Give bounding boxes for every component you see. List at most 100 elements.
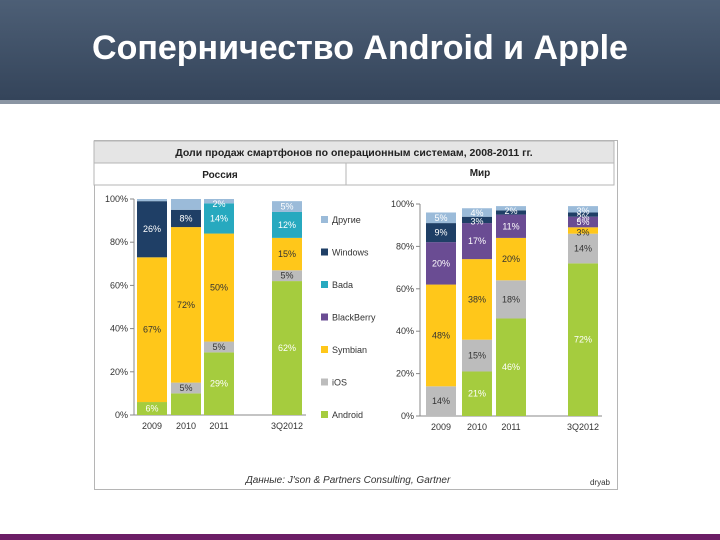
bar-segment-ios <box>171 382 201 394</box>
y-tick-label: 0% <box>115 410 128 420</box>
y-tick-label: 80% <box>396 241 414 251</box>
bar-segment-bada <box>272 211 302 238</box>
bar-segment-symbian <box>462 259 492 340</box>
bar-segment-windows <box>462 216 492 224</box>
data-label: 5% <box>280 202 293 212</box>
data-label: 38% <box>468 294 486 304</box>
data-label: 14% <box>210 213 228 223</box>
data-label: 2% <box>504 206 517 216</box>
header-divider <box>0 100 720 104</box>
bar-segment-symbian <box>496 237 526 281</box>
bar-segment-windows <box>171 209 201 228</box>
table-title: Доли продаж смартфонов по операционным с… <box>175 147 532 159</box>
bar-segment-blackberry <box>462 223 492 260</box>
data-label: 14% <box>432 396 450 406</box>
data-label: 5% <box>576 217 589 227</box>
data-label: 18% <box>502 294 520 304</box>
bar-segment-symbian <box>568 227 598 234</box>
bar-segment-windows <box>137 201 167 258</box>
x-tick-label: 2010 <box>176 421 196 431</box>
data-label: 5% <box>434 213 447 223</box>
data-label: 72% <box>177 300 195 310</box>
legend-swatch-symbian <box>321 346 328 353</box>
region-label-russia: Россия <box>202 170 238 181</box>
bar-segment-windows <box>426 223 456 243</box>
y-tick-label: 100% <box>105 194 128 204</box>
y-tick-label: 20% <box>396 369 414 379</box>
legend-label-symbian: Symbian <box>332 345 367 355</box>
data-label: 20% <box>502 254 520 264</box>
legend-label-blackberry: BlackBerry <box>332 313 376 323</box>
bar-segment-ios <box>204 341 234 353</box>
legend: Другие Windows Bada BlackBerry Symbian iOS And… <box>321 215 376 420</box>
bar-segment-ios <box>426 386 456 416</box>
footer-bar <box>0 534 720 540</box>
legend-label-android: Android <box>332 410 363 420</box>
legend-swatch-android <box>321 411 328 418</box>
bar-segment-android <box>272 281 302 415</box>
bar-segment-ios <box>568 233 598 264</box>
region-label-world: Мир <box>470 168 491 179</box>
bar-segment-other <box>272 201 302 212</box>
bar-segment-android <box>204 352 234 415</box>
legend-swatch-ios <box>321 378 328 386</box>
bar-segment-android <box>137 402 167 415</box>
bar-segment-bada <box>204 203 234 234</box>
y-tick-label: 20% <box>110 367 128 377</box>
bar-segment-other <box>568 206 598 213</box>
bar-segment-symbian <box>137 257 167 403</box>
y-tick-label: 100% <box>391 199 414 209</box>
legend-label-other: Другие <box>332 215 361 225</box>
region-cell-right <box>345 162 615 186</box>
data-label: 21% <box>468 389 486 399</box>
y-tick-label: 80% <box>110 237 128 247</box>
x-tick-label: 2009 <box>431 422 451 432</box>
y-tick-label: 40% <box>110 324 128 334</box>
data-label: 46% <box>502 362 520 372</box>
legend-label-ios: iOS <box>332 378 347 388</box>
legend-label-bada: Bada <box>332 280 353 290</box>
data-label: 50% <box>210 283 228 293</box>
data-label: 17% <box>468 236 486 246</box>
y-tick-label: 40% <box>396 326 414 336</box>
data-label: 29% <box>210 379 228 389</box>
data-label: 67% <box>143 325 161 335</box>
y-tick-label: 60% <box>396 284 414 294</box>
slide-title: Соперничество Android и Apple <box>92 29 628 67</box>
bar-segment-symbian <box>171 227 201 383</box>
bar-segment-android <box>496 318 526 416</box>
bar-segment-android <box>171 393 201 415</box>
data-label: 4% <box>470 208 483 218</box>
bar-segment-ios <box>272 270 302 282</box>
bar-segment-other <box>496 206 526 211</box>
data-label: 6% <box>145 404 158 414</box>
data-label: 9% <box>434 228 447 238</box>
data-label: 3% <box>576 206 589 216</box>
bar-segment-other <box>462 208 492 217</box>
bar-segment-symbian <box>426 284 456 387</box>
data-label: 20% <box>432 258 450 268</box>
data-label: 3% <box>470 217 483 227</box>
data-label: 72% <box>574 335 592 345</box>
data-label: 14% <box>574 244 592 254</box>
chart-world: 0% 20% 40% 60% 80% 100% 2009 2010 2011 3Q2012 14% 4… <box>391 199 602 432</box>
data-label: 5% <box>280 271 293 281</box>
y-tick-label: 0% <box>401 411 414 421</box>
data-label: 15% <box>468 351 486 361</box>
data-label: 15% <box>278 249 296 259</box>
legend-swatch-other <box>321 216 328 223</box>
data-label: 12% <box>278 220 296 230</box>
bar-segment-blackberry <box>496 214 526 238</box>
data-label: 8% <box>179 213 192 223</box>
legend-swatch-bada <box>321 281 328 288</box>
bar-segment-windows <box>568 212 598 217</box>
x-tick-label: 2010 <box>467 422 487 432</box>
slide-header <box>0 0 720 100</box>
data-label: 26% <box>143 224 161 234</box>
bar-segment-ios <box>462 339 492 372</box>
watermark: dryab <box>590 478 611 487</box>
bar-segment-blackberry <box>568 216 598 228</box>
data-label: 2% <box>212 199 225 209</box>
data-label: 11% <box>502 221 519 231</box>
